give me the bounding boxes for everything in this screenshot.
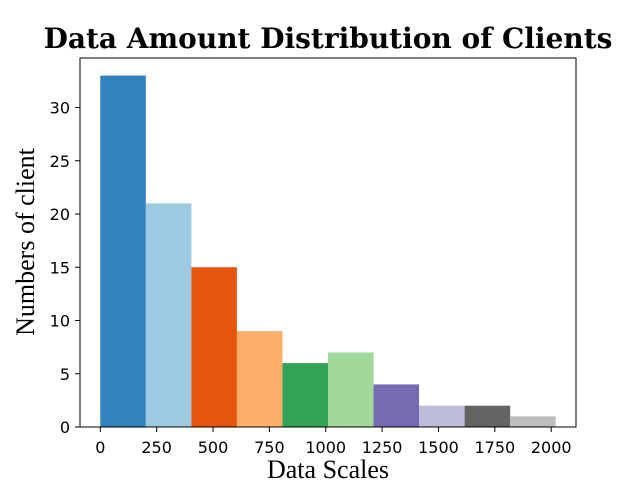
histogram-bar-6	[328, 352, 374, 427]
x-axis: 0 250 500 750 1000 1250 1500 1750 2000	[95, 427, 572, 457]
x-tick-label: 1000	[305, 438, 346, 457]
y-tick-label: 15	[50, 258, 70, 277]
x-tick-label: 1750	[474, 438, 515, 457]
y-tick-label: 20	[50, 205, 70, 224]
chart-title: Data Amount Distribution of Clients	[44, 22, 613, 55]
x-tick-label: 1500	[418, 438, 459, 457]
x-tick-label: 1250	[362, 438, 403, 457]
histogram-bar-5	[282, 363, 328, 427]
x-tick-label: 750	[254, 438, 285, 457]
y-tick-label: 25	[50, 152, 70, 171]
x-axis-label: Data Scales	[267, 455, 389, 480]
histogram-bar-8	[419, 405, 465, 427]
histogram-bar-2	[145, 203, 192, 427]
y-axis: 0 5 10 15 20 25 30	[50, 99, 80, 437]
bars-layer	[100, 75, 556, 428]
x-tick-label: 500	[198, 438, 229, 457]
y-tick-label: 0	[60, 418, 70, 437]
x-tick-label: 250	[141, 438, 172, 457]
y-axis-label: Numbers of client	[11, 147, 40, 336]
histogram-bar-4	[236, 331, 283, 427]
x-tick-label: 2000	[531, 438, 572, 457]
histogram-bar-1	[100, 75, 146, 428]
plot-area-frame	[79, 57, 577, 428]
y-tick-label: 30	[50, 99, 70, 118]
y-tick-label: 5	[60, 365, 70, 384]
histogram-bar-3	[191, 267, 237, 427]
histogram-bar-7	[373, 384, 420, 427]
y-tick-label: 10	[50, 312, 70, 331]
x-tick-label: 0	[95, 438, 105, 457]
histogram-bar-10	[510, 416, 556, 427]
histogram-bar-9	[464, 405, 511, 427]
